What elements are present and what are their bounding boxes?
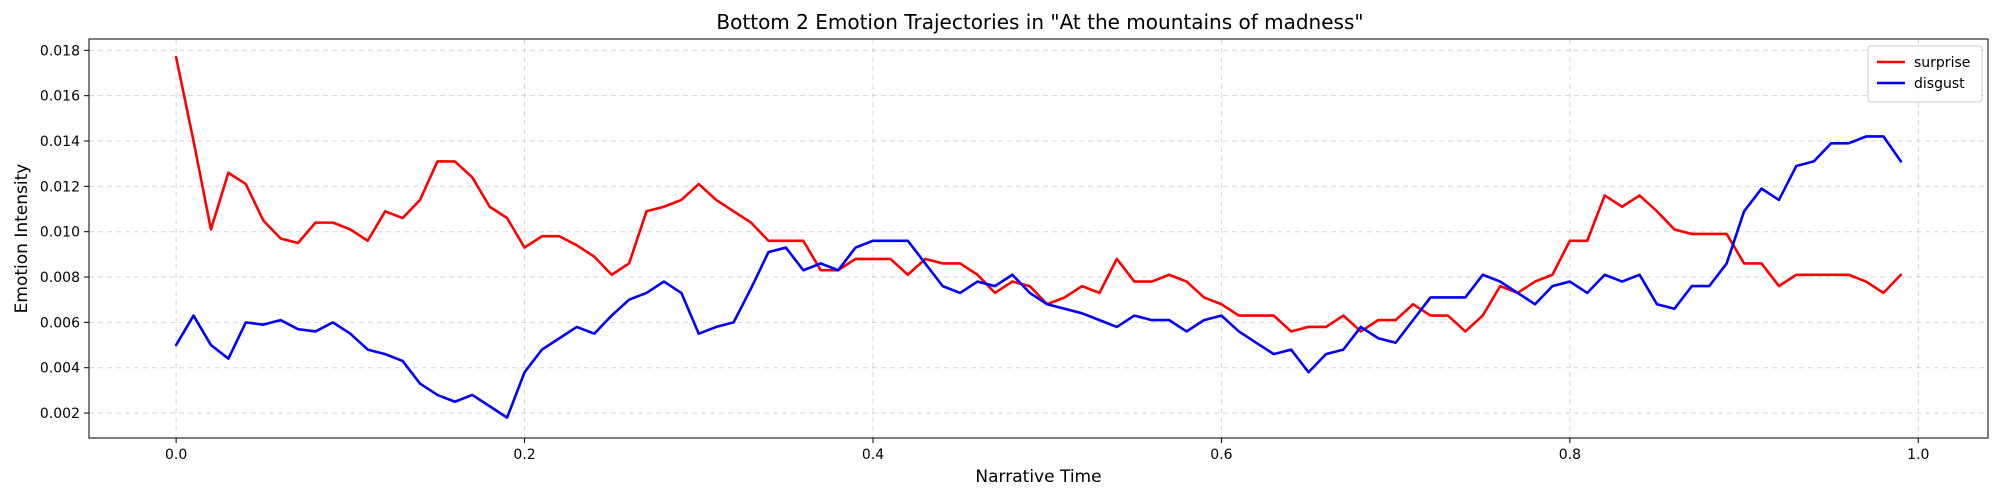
y-tick-label: 0.006 [40, 315, 80, 331]
x-tick-label: 0.0 [165, 447, 187, 463]
tick-layer: 0.0 0.2 0.4 0.6 0.8 1.0 0.002 0.004 0.006 0.008 0.… [40, 43, 1930, 463]
series-line-disgust [174, 135, 1903, 419]
y-tick-label: 0.012 [40, 179, 80, 195]
y-tick-label: 0.016 [40, 89, 80, 105]
series-line-surprise [174, 55, 1903, 333]
legend-label-surprise: surprise [1914, 55, 1970, 71]
series-layer [174, 55, 1903, 419]
y-tick-label: 0.018 [40, 43, 80, 59]
x-axis-label: Narrative Time [975, 467, 1101, 487]
x-tick-label: 1.0 [1907, 447, 1929, 463]
x-tick-label: 0.4 [862, 447, 884, 463]
y-tick-label: 0.002 [40, 406, 80, 422]
legend-label-disgust: disgust [1914, 76, 1965, 92]
x-tick-label: 0.2 [513, 447, 535, 463]
plot-area-frame [88, 38, 1989, 439]
legend: surprise disgust [1867, 45, 1983, 103]
y-tick-label: 0.010 [40, 225, 80, 241]
legend-box [1867, 45, 1983, 103]
y-tick-label: 0.008 [40, 270, 80, 286]
x-tick-label: 0.8 [1559, 447, 1581, 463]
y-tick-label: 0.014 [40, 134, 80, 150]
y-tick-label: 0.004 [40, 361, 80, 377]
grid-layer [89, 39, 1988, 438]
x-tick-label: 0.6 [1210, 447, 1232, 463]
chart-title: Bottom 2 Emotion Trajectories in "At the… [716, 10, 1363, 34]
y-axis-label: Emotion Intensity [12, 164, 32, 314]
